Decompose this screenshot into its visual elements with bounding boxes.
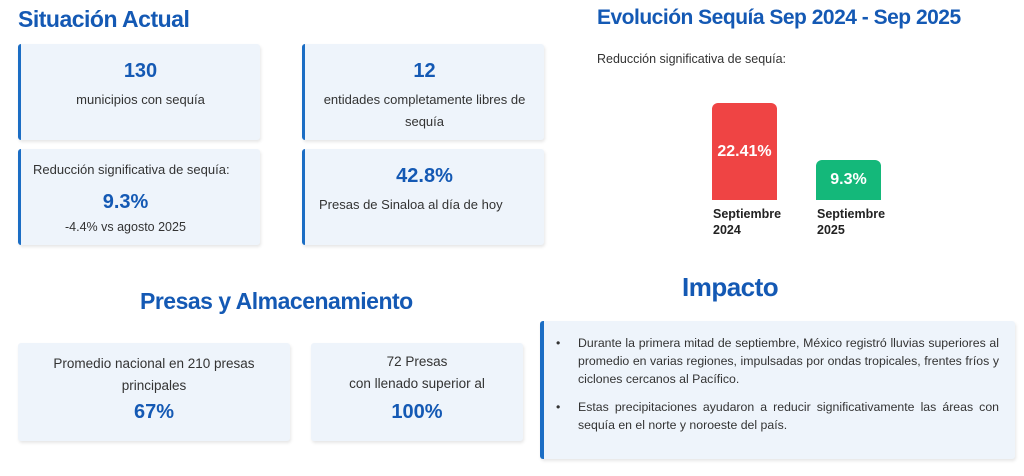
bar-category-line: 2025 [817, 223, 845, 237]
presas-title: Presas y Almacenamiento [140, 288, 413, 314]
bar-category-label: Septiembre 2024 [713, 206, 781, 238]
bar-category-line: 2024 [713, 223, 741, 237]
bar-category-label: Septiembre 2025 [817, 206, 885, 238]
entidades-label-line1: entidades completamente libres de [323, 92, 526, 107]
municipios-value: 130 [123, 60, 158, 82]
promedio-line1: Promedio nacional en 210 presas [53, 356, 255, 371]
impacto-item-text: Estas precipitaciones ayudaron a reducir… [578, 400, 999, 432]
evolucion-subtitle: Reducción significativa de sequía: [597, 52, 787, 66]
promedio-line2: principales [121, 378, 187, 393]
promedio-value: 67% [133, 401, 175, 423]
bar-value-label: 9.3% [830, 171, 867, 188]
evolucion-title: Evolución Sequía Sep 2024 - Sep 2025 [597, 6, 961, 29]
reduccion-heading: Reducción significativa de sequía: [33, 162, 230, 177]
bar-category-line: Septiembre [817, 207, 886, 221]
presas-llenado-card: 72 Presas con llenado superior al 100% [311, 343, 523, 441]
llenado-line2: con llenado superior al [349, 376, 485, 391]
presas-sinaloa-value: 42.8% [396, 165, 453, 187]
llenado-value: 100% [391, 401, 443, 423]
impacto-item: • Estas precipitaciones ayudaron a reduc… [556, 398, 999, 434]
impacto-item-text: Durante la primera mitad de septiembre, … [578, 336, 999, 386]
bar-value-label: 22.41% [717, 143, 772, 160]
bullet-icon: • [556, 400, 561, 414]
entidades-label-line2: sequía [404, 114, 445, 129]
reduccion-note: -4.4% vs agosto 2025 [65, 220, 186, 234]
llenado-line1: 72 Presas [386, 354, 448, 369]
drought-bar-chart: 22.41% Septiembre 2024 9.3% Septiembre 2025 [700, 90, 900, 250]
bar-1: 22.41% [712, 103, 777, 200]
presas-sinaloa-label: Presas de Sinaloa al día de hoy [319, 197, 503, 212]
bar-category-line: Septiembre [713, 207, 782, 221]
impacto-item: • Durante la primera mitad de septiembre… [556, 334, 999, 388]
situacion-title: Situación Actual [18, 6, 190, 32]
entidades-card: 12 entidades completamente libres de seq… [302, 44, 544, 140]
impacto-title: Impacto [682, 272, 779, 302]
municipios-card: 130 municipios con sequía [18, 44, 260, 140]
reduccion-value: 9.3% [102, 191, 149, 213]
municipios-label: municipios con sequía [76, 92, 205, 107]
impacto-list: • Durante la primera mitad de septiembre… [544, 321, 1015, 434]
entidades-value: 12 [413, 60, 436, 82]
presas-sinaloa-card: 42.8% Presas de Sinaloa al día de hoy [302, 149, 544, 245]
reduccion-card: Reducción significativa de sequía: 9.3% … [18, 149, 260, 245]
bullet-icon: • [556, 336, 561, 350]
impacto-box: • Durante la primera mitad de septiembre… [540, 321, 1015, 459]
bar-2: 9.3% [816, 160, 881, 200]
promedio-nacional-card: Promedio nacional en 210 presas principa… [18, 343, 290, 441]
